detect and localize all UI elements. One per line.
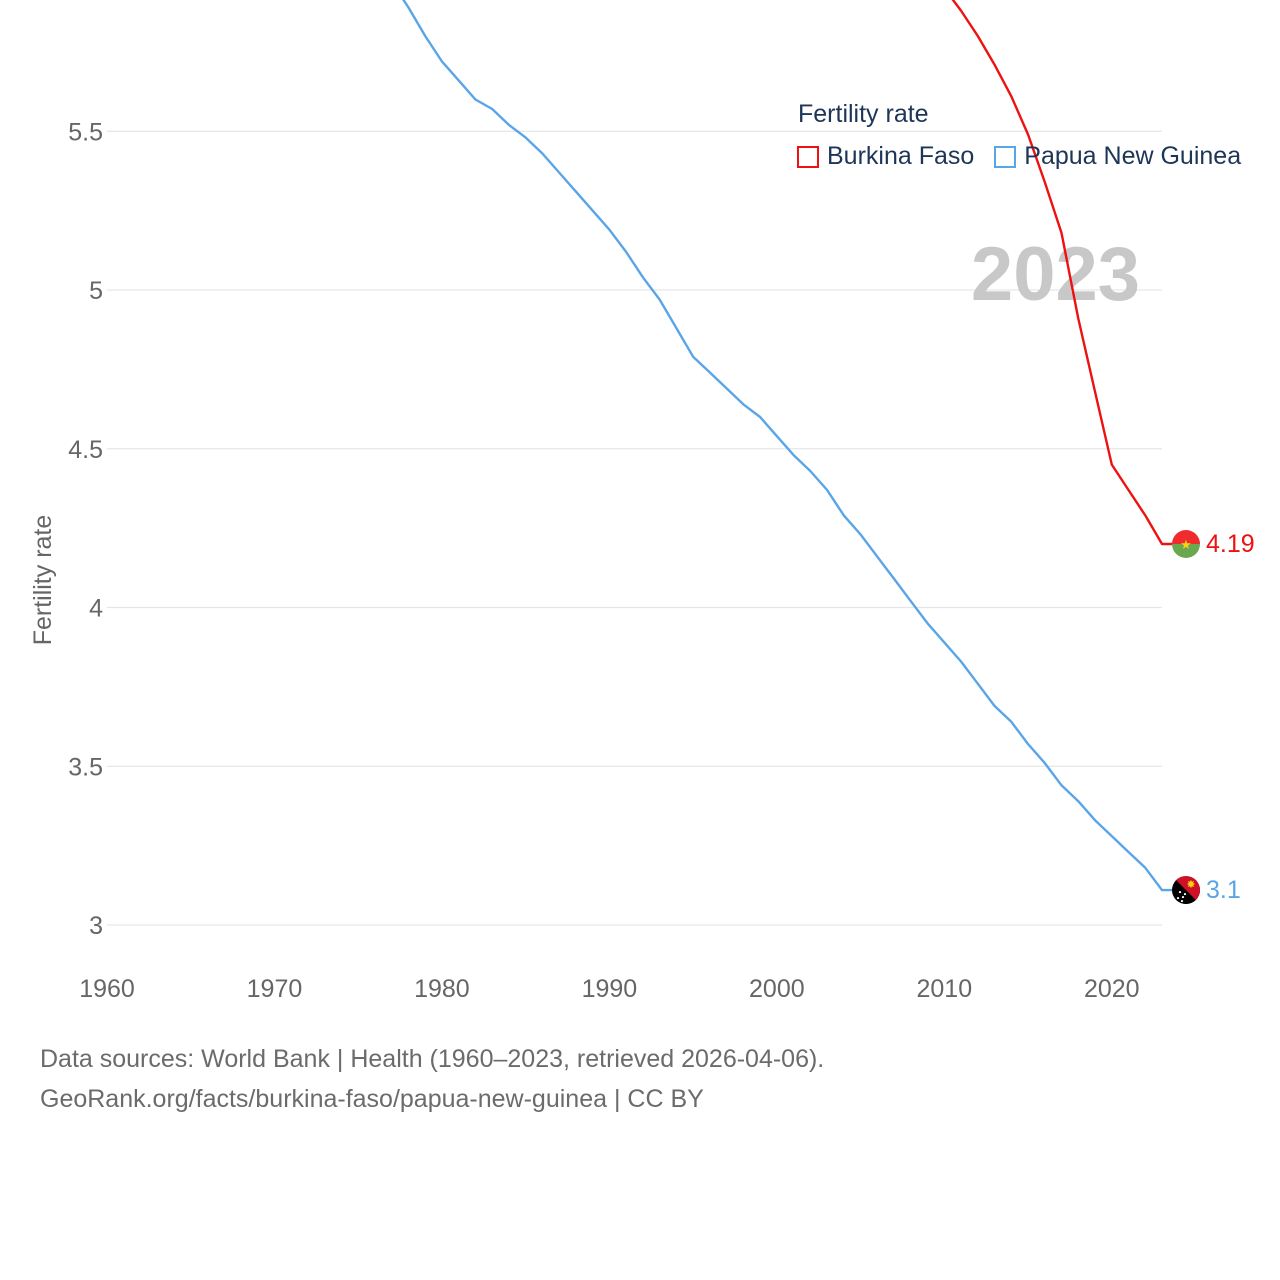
legend-item-burkina-faso[interactable]: Burkina Faso [797, 142, 974, 171]
gridlines [107, 130, 1162, 926]
x-tick-label: 1970 [247, 975, 303, 1003]
y-axis-title: Fertility rate [29, 515, 57, 646]
year-watermark: 2023 [971, 232, 1140, 317]
end-markers: ★✸ [1172, 530, 1200, 905]
y-tick-label: 4 [89, 595, 103, 623]
legend: Burkina Faso Papua New Guinea [797, 142, 1261, 171]
x-axis-ticks: 1960 1970 1980 1990 2000 2010 2020 [79, 975, 1139, 1003]
footer-sources: Data sources: World Bank | Health (1960–… [40, 1045, 825, 1073]
legend-swatch-papua-new-guinea [994, 145, 1017, 168]
x-tick-label: 2020 [1084, 975, 1140, 1003]
svg-text:✸: ✸ [1186, 878, 1195, 891]
y-tick-label: 3.5 [68, 753, 103, 781]
legend-title: Fertility rate [798, 100, 929, 128]
footer-attribution[interactable]: GeoRank.org/facts/burkina-faso/papua-new… [40, 1085, 704, 1113]
legend-label-burkina-faso: Burkina Faso [827, 142, 975, 170]
y-tick-label: 3 [89, 912, 103, 940]
x-tick-label: 1990 [582, 975, 638, 1003]
svg-text:★: ★ [1180, 538, 1192, 553]
papua-new-guinea-flag-icon: ✸ [1172, 876, 1200, 905]
x-tick-label: 1960 [79, 975, 135, 1003]
y-tick-label: 5 [89, 277, 103, 305]
legend-item-papua-new-guinea[interactable]: Papua New Guinea [994, 142, 1241, 171]
x-tick-label: 2010 [916, 975, 972, 1003]
y-tick-label: 4.5 [68, 436, 103, 464]
legend-label-papua-new-guinea: Papua New Guinea [1024, 142, 1242, 170]
end-value-label-papua-new-guinea: 3.1 [1206, 876, 1241, 904]
series-lines: 4.19 3.1 [402, 0, 1255, 904]
x-tick-label: 1980 [414, 975, 470, 1003]
series-line-papua-new-guinea [402, 0, 1174, 892]
series-line-burkina-faso [951, 0, 1174, 546]
end-value-label-burkina-faso: 4.19 [1206, 530, 1255, 558]
burkina-faso-flag-icon: ★ [1172, 530, 1200, 558]
legend-swatch-burkina-faso [797, 145, 819, 168]
y-axis-ticks: 33.544.555.566.57 [68, 118, 103, 940]
x-tick-label: 2000 [749, 975, 805, 1003]
y-tick-label: 5.5 [68, 118, 103, 146]
